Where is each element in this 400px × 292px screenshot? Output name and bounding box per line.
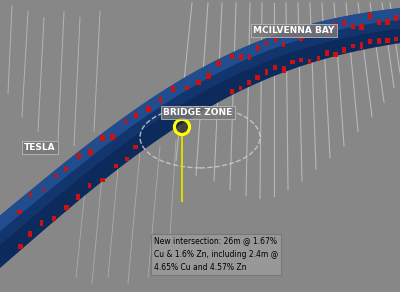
Bar xyxy=(377,20,381,25)
Polygon shape xyxy=(0,8,400,268)
Bar xyxy=(377,38,381,44)
Bar xyxy=(265,69,268,75)
Bar xyxy=(368,39,372,44)
Bar xyxy=(265,41,268,45)
Bar xyxy=(317,56,320,61)
Bar xyxy=(88,150,93,155)
Bar xyxy=(325,50,329,56)
Bar xyxy=(100,135,105,141)
Bar xyxy=(385,19,390,25)
Ellipse shape xyxy=(176,121,188,133)
Bar xyxy=(351,44,355,48)
Bar xyxy=(110,134,114,140)
Bar xyxy=(88,183,91,188)
Bar xyxy=(343,20,346,26)
Bar xyxy=(282,67,286,73)
Bar xyxy=(125,157,129,161)
Bar xyxy=(76,194,80,200)
Bar xyxy=(159,97,162,102)
Bar xyxy=(216,61,221,66)
Bar xyxy=(146,106,151,112)
Text: MCILVENNA BAY: MCILVENNA BAY xyxy=(253,26,335,35)
Bar xyxy=(290,60,295,65)
Bar xyxy=(394,15,398,20)
Bar xyxy=(133,145,138,149)
Bar xyxy=(342,47,346,53)
Bar xyxy=(274,37,276,42)
Bar xyxy=(55,174,58,178)
Bar xyxy=(40,220,43,226)
Bar xyxy=(64,205,69,210)
Bar xyxy=(368,13,372,19)
Text: TESLA: TESLA xyxy=(24,143,56,152)
Bar xyxy=(196,80,201,85)
Bar xyxy=(28,231,32,237)
Bar xyxy=(247,80,252,85)
Bar xyxy=(230,54,234,60)
Bar xyxy=(333,52,338,58)
Bar xyxy=(394,37,398,41)
Bar xyxy=(360,42,363,48)
Bar xyxy=(256,45,260,51)
Bar xyxy=(18,210,22,214)
Bar xyxy=(77,153,82,159)
Bar xyxy=(282,42,285,47)
Bar xyxy=(124,119,127,123)
Bar xyxy=(230,89,234,94)
Bar xyxy=(172,86,175,92)
Bar xyxy=(52,215,56,221)
Polygon shape xyxy=(0,8,400,232)
Text: BRIDGE ZONE: BRIDGE ZONE xyxy=(163,108,233,117)
Bar xyxy=(333,23,338,28)
Bar xyxy=(385,38,390,43)
Polygon shape xyxy=(0,20,400,245)
Bar xyxy=(206,73,211,79)
Bar xyxy=(29,193,32,197)
Bar xyxy=(100,178,105,182)
Bar xyxy=(274,65,277,70)
Text: New intersection: 26m @ 1.67%
Cu & 1.6% Zn, including 2.4m @
4.65% Cu and 4.57% : New intersection: 26m @ 1.67% Cu & 1.6% … xyxy=(154,237,278,272)
Bar xyxy=(308,59,311,64)
Bar xyxy=(18,244,24,249)
Bar xyxy=(317,27,320,32)
Bar xyxy=(290,29,294,36)
Bar xyxy=(299,58,303,62)
Bar xyxy=(42,188,45,192)
Bar xyxy=(238,54,243,60)
Bar xyxy=(114,164,118,168)
Bar xyxy=(134,113,138,118)
Bar xyxy=(64,167,68,171)
Bar xyxy=(248,55,251,60)
Bar xyxy=(184,86,189,90)
Bar xyxy=(324,30,329,36)
Bar xyxy=(239,86,242,90)
Bar xyxy=(299,36,303,41)
Bar xyxy=(359,24,364,30)
Bar xyxy=(351,24,355,29)
Bar xyxy=(308,34,311,39)
Bar xyxy=(255,75,260,80)
